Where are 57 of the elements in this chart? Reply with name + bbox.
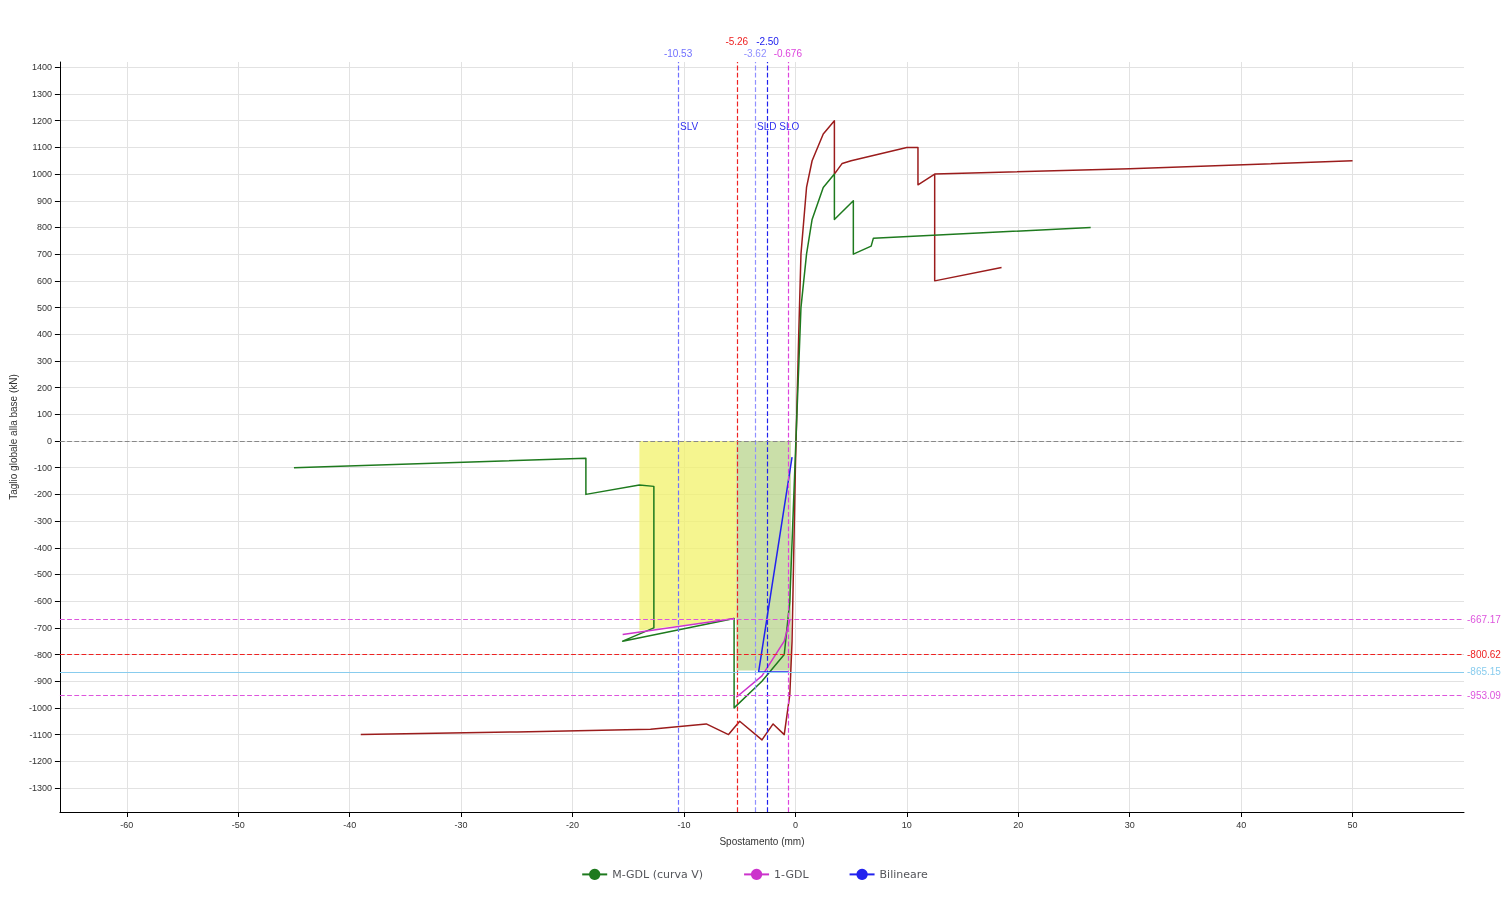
x-tick-label: -40 [343, 819, 357, 830]
y-tick-label: -100 [33, 462, 52, 473]
x-tick-label: -10 [677, 819, 691, 830]
y-axis-title: Taglio globale alla base (kN) [7, 374, 19, 500]
y-tick-label: -400 [33, 542, 52, 553]
y-tick-label: 1200 [31, 115, 52, 126]
y-tick-label: -600 [33, 596, 52, 607]
y-tick-label: 1100 [32, 142, 52, 153]
y-tick-label: -1000 [28, 702, 52, 713]
y-tick-label: 700 [36, 249, 52, 260]
y-tick-label: 900 [36, 195, 52, 206]
legend-label: 1-GDL [774, 867, 810, 881]
ref-line-label: -800.62 [1467, 649, 1502, 661]
y-tick-label: 300 [36, 355, 52, 366]
line-series [293, 173, 1092, 709]
ref-line-label: -3.62 [743, 47, 767, 59]
ref-line-label: -0.676 [773, 47, 803, 59]
x-tick-label: 10 [901, 819, 912, 830]
x-axis-title: Spostamento (mm) [719, 835, 805, 847]
ref-line-label: -667.17 [1467, 613, 1502, 625]
y-tick-label: 0 [46, 436, 52, 446]
y-tick-label: -300 [33, 516, 52, 527]
y-tick-label: -800 [33, 649, 52, 660]
x-tick-label: -50 [231, 819, 245, 830]
ref-line-label: -10.53 [663, 47, 693, 59]
x-tick-label: 20 [1013, 819, 1024, 830]
y-tick-label: 100 [36, 409, 52, 420]
y-tick-label: 200 [36, 382, 52, 393]
legend-label: Bilineare [879, 867, 929, 881]
y-tick-label: -500 [33, 569, 52, 580]
y-tick-label: 1300 [31, 89, 52, 100]
y-tick-label: 800 [36, 222, 52, 233]
y-tick-label: -700 [33, 622, 52, 633]
ref-line-label: -2.50 [756, 35, 780, 47]
x-tick-label: -60 [120, 819, 134, 830]
annotation: SLD SLO [757, 120, 800, 132]
y-tick-label: 400 [36, 329, 52, 340]
ref-line-label: -5.26 [725, 35, 749, 47]
x-tick-label: 0 [792, 819, 798, 830]
ref-line-label: -953.09 [1467, 689, 1502, 701]
ref-line-label: -865.15 [1467, 666, 1502, 678]
x-tick-label: 30 [1124, 819, 1135, 830]
y-tick-label: 500 [36, 302, 52, 313]
x-tick-label: 50 [1347, 819, 1358, 830]
legend-label: M-GDL (curva V) [612, 867, 704, 881]
y-tick-label: -200 [33, 489, 52, 500]
annotation: SLV [680, 120, 699, 132]
y-tick-label: 1400 [31, 62, 52, 73]
y-tick-label: 600 [36, 275, 52, 286]
y-tick-label: 1000 [31, 169, 52, 180]
x-tick-label: -20 [566, 819, 580, 830]
y-tick-label: -1100 [29, 729, 52, 740]
x-tick-label: 40 [1236, 819, 1247, 830]
y-tick-label: -1200 [28, 756, 52, 767]
x-tick-label: -30 [454, 819, 468, 830]
y-tick-label: -900 [33, 676, 52, 687]
y-tick-label: -1300 [28, 782, 52, 793]
